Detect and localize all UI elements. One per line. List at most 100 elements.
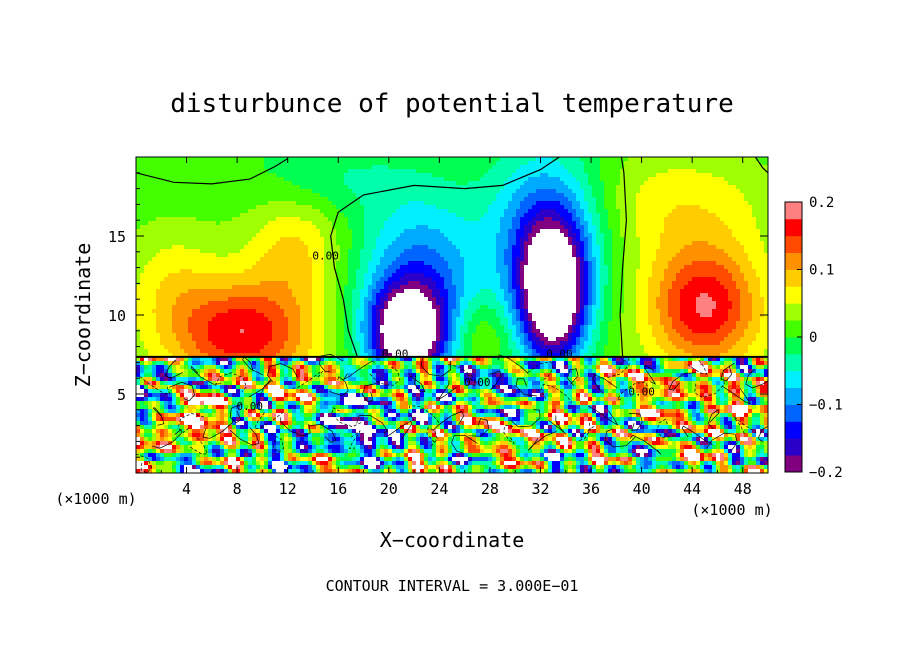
field-cell bbox=[668, 205, 673, 210]
field-cell bbox=[480, 265, 485, 270]
field-cell bbox=[696, 273, 701, 278]
field-cell bbox=[524, 205, 529, 210]
field-cell bbox=[756, 245, 761, 250]
field-cell bbox=[360, 257, 365, 262]
field-cell bbox=[412, 209, 417, 214]
field-cell bbox=[652, 197, 657, 202]
field-cell bbox=[412, 157, 417, 162]
field-cell bbox=[636, 237, 641, 242]
field-cell bbox=[640, 221, 645, 226]
field-cell bbox=[552, 209, 557, 214]
field-cell bbox=[180, 265, 185, 270]
field-cell bbox=[352, 269, 357, 274]
field-cell bbox=[528, 185, 533, 190]
field-cell bbox=[664, 209, 669, 214]
field-cell bbox=[436, 281, 441, 286]
field-cell bbox=[468, 281, 473, 286]
field-cell bbox=[372, 273, 377, 278]
field-cell bbox=[300, 209, 305, 214]
field-cell bbox=[584, 245, 589, 250]
field-cell bbox=[468, 185, 473, 190]
field-cell bbox=[352, 257, 357, 262]
field-cell bbox=[560, 217, 565, 222]
field-cell bbox=[708, 185, 713, 190]
field-cell bbox=[140, 185, 145, 190]
field-cell bbox=[396, 265, 401, 270]
field-cell bbox=[284, 205, 289, 210]
field-cell bbox=[144, 257, 149, 262]
field-cell bbox=[324, 193, 329, 198]
field-cell bbox=[488, 189, 493, 194]
field-cell bbox=[664, 273, 669, 278]
field-cell bbox=[172, 205, 177, 210]
field-cell bbox=[460, 237, 465, 242]
field-cell bbox=[436, 265, 441, 270]
field-cell bbox=[752, 233, 757, 238]
field-cell bbox=[208, 161, 213, 166]
field-cell bbox=[764, 157, 768, 162]
field-cell bbox=[632, 177, 637, 182]
field-cell bbox=[280, 269, 285, 274]
field-cell bbox=[704, 269, 709, 274]
field-cell bbox=[260, 185, 265, 190]
field-cell bbox=[584, 225, 589, 230]
field-cell bbox=[456, 193, 461, 198]
field-cell bbox=[484, 249, 489, 254]
field-cell bbox=[164, 193, 169, 198]
field-cell bbox=[700, 181, 705, 186]
field-cell bbox=[600, 261, 605, 266]
field-cell bbox=[752, 221, 757, 226]
field-cell bbox=[504, 273, 509, 278]
field-cell bbox=[236, 225, 241, 230]
field-cell bbox=[376, 273, 381, 278]
field-cell bbox=[312, 221, 317, 226]
field-cell bbox=[496, 177, 501, 182]
field-cell bbox=[616, 237, 621, 242]
field-cell bbox=[408, 165, 413, 170]
field-cell bbox=[160, 225, 165, 230]
field-cell bbox=[312, 245, 317, 250]
field-cell bbox=[256, 221, 261, 226]
field-cell bbox=[596, 189, 601, 194]
field-cell bbox=[152, 169, 157, 174]
field-cell bbox=[744, 265, 749, 270]
field-cell bbox=[160, 281, 165, 286]
field-cell bbox=[152, 209, 157, 214]
field-cell bbox=[432, 229, 437, 234]
field-cell bbox=[204, 233, 209, 238]
field-cell bbox=[208, 197, 213, 202]
field-cell bbox=[680, 193, 685, 198]
field-cell bbox=[644, 173, 649, 178]
field-cell bbox=[572, 225, 577, 230]
field-cell bbox=[604, 205, 609, 210]
field-cell bbox=[528, 269, 533, 274]
field-cell bbox=[548, 205, 553, 210]
field-cell bbox=[520, 213, 525, 218]
field-cell bbox=[736, 277, 741, 282]
field-cell bbox=[760, 237, 765, 242]
field-cell bbox=[292, 205, 297, 210]
field-cell bbox=[244, 229, 249, 234]
field-cell bbox=[736, 221, 741, 226]
field-cell bbox=[300, 213, 305, 218]
field-cell bbox=[384, 241, 389, 246]
field-cell bbox=[280, 261, 285, 266]
field-cell bbox=[524, 157, 529, 162]
field-cell bbox=[584, 217, 589, 222]
field-cell bbox=[452, 253, 457, 258]
field-cell bbox=[672, 201, 677, 206]
field-cell bbox=[464, 161, 469, 166]
field-cell bbox=[368, 181, 373, 186]
field-cell bbox=[192, 197, 197, 202]
field-cell bbox=[372, 181, 377, 186]
field-cell bbox=[732, 257, 737, 262]
field-cell bbox=[524, 185, 529, 190]
field-cell bbox=[572, 273, 577, 278]
field-cell bbox=[196, 265, 201, 270]
field-cell bbox=[536, 217, 541, 222]
field-cell bbox=[440, 157, 445, 162]
field-cell bbox=[304, 281, 309, 286]
field-cell bbox=[656, 161, 661, 166]
field-cell bbox=[712, 165, 717, 170]
field-cell bbox=[160, 209, 165, 214]
